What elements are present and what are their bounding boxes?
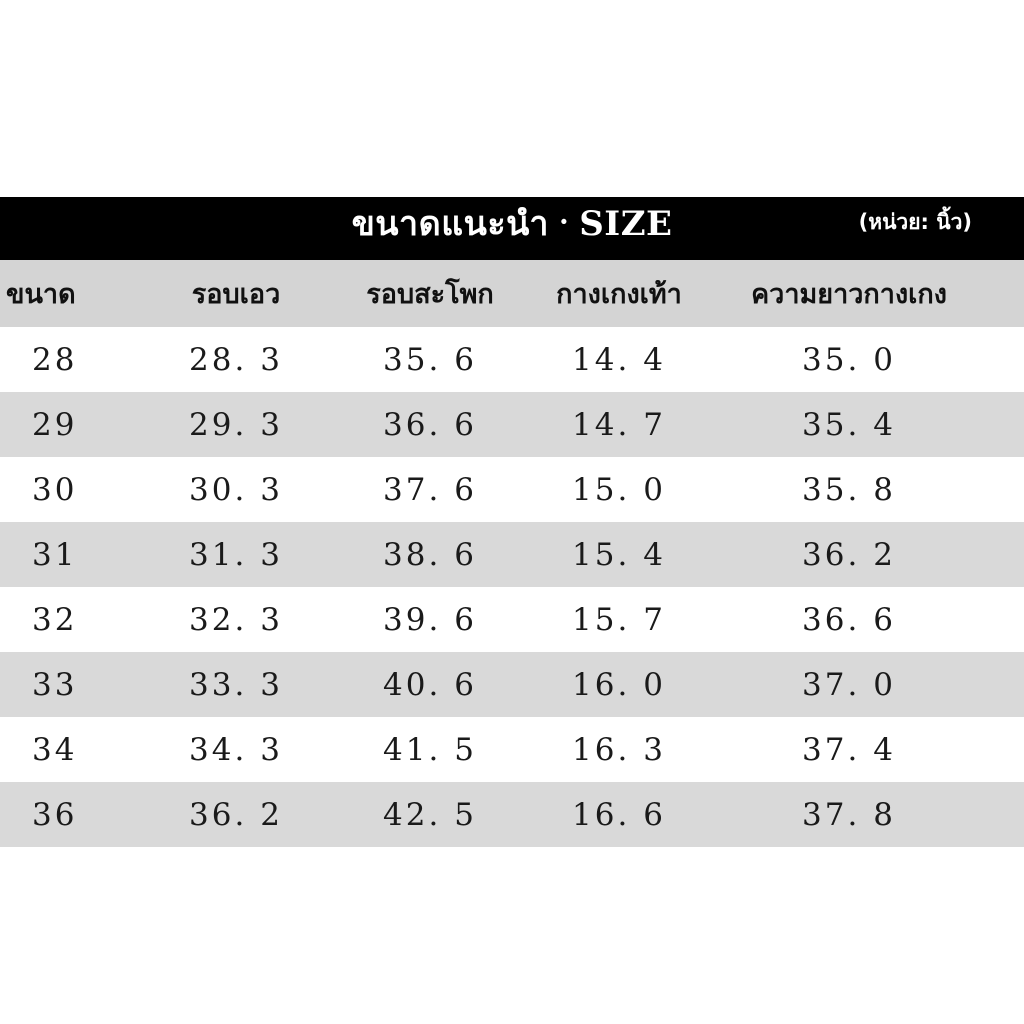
cell-hip: 35. 6 [383,341,477,378]
cell-hip: 39. 6 [383,601,477,638]
column-header-pants-length: ความยาวกางเกง [751,279,947,310]
table-row: 33 33. 3 40. 6 16. 0 37. 0 [0,652,1024,717]
unit-label: (หน่วย: นิ้ว) [858,210,972,234]
cell-size: 34 [32,731,78,768]
table-row: 30 30. 3 37. 6 15. 0 35. 8 [0,457,1024,522]
cell-size: 28 [32,341,78,378]
table-row: 28 28. 3 35. 6 14. 4 35. 0 [0,327,1024,392]
cell-waist: 31. 3 [189,536,283,573]
table-row: 29 29. 3 36. 6 14. 7 35. 4 [0,392,1024,457]
cell-leg-opening: 16. 3 [572,731,666,768]
cell-hip: 41. 5 [383,731,477,768]
cell-leg-opening: 15. 7 [572,601,666,638]
cell-size: 36 [32,796,78,833]
title-separator: · [558,205,570,238]
cell-leg-opening: 14. 4 [572,341,666,378]
chart-title: ขนาดแนะนำ · SIZE [0,197,1024,260]
cell-pants-length: 35. 4 [802,406,896,443]
cell-leg-opening: 15. 0 [572,471,666,508]
column-header-leg-opening: กางเกงเท้า [556,279,682,310]
cell-hip: 42. 5 [383,796,477,833]
cell-waist: 28. 3 [189,341,283,378]
cell-pants-length: 37. 8 [802,796,896,833]
table-row: 36 36. 2 42. 5 16. 6 37. 8 [0,782,1024,847]
cell-leg-opening: 15. 4 [572,536,666,573]
column-header-size: ขนาด [6,279,76,310]
cell-size: 29 [32,406,78,443]
column-header-waist: รอบเอว [191,279,281,310]
title-bar: ขนาดแนะนำ · SIZE (หน่วย: นิ้ว) [0,197,1024,260]
cell-waist: 29. 3 [189,406,283,443]
cell-waist: 34. 3 [189,731,283,768]
cell-leg-opening: 14. 7 [572,406,666,443]
cell-hip: 37. 6 [383,471,477,508]
cell-leg-opening: 16. 6 [572,796,666,833]
cell-size: 32 [32,601,78,638]
cell-leg-opening: 16. 0 [572,666,666,703]
size-chart: ขนาดแนะนำ · SIZE (หน่วย: นิ้ว) ขนาด รอบเอว… [0,197,1024,847]
cell-waist: 30. 3 [189,471,283,508]
table-row: 32 32. 3 39. 6 15. 7 36. 6 [0,587,1024,652]
table-row: 31 31. 3 38. 6 15. 4 36. 2 [0,522,1024,587]
table-row: 34 34. 3 41. 5 16. 3 37. 4 [0,717,1024,782]
cell-hip: 40. 6 [383,666,477,703]
cell-pants-length: 37. 0 [802,666,896,703]
cell-pants-length: 35. 0 [802,341,896,378]
cell-size: 31 [32,536,78,573]
table-header-row: ขนาด รอบเอว รอบสะโพก กางเกงเท้า ความยาวก… [0,260,1024,327]
column-header-hip: รอบสะโพก [366,279,494,310]
cell-size: 30 [32,471,78,508]
cell-waist: 32. 3 [189,601,283,638]
cell-pants-length: 37. 4 [802,731,896,768]
cell-waist: 33. 3 [189,666,283,703]
cell-hip: 38. 6 [383,536,477,573]
cell-pants-length: 35. 8 [802,471,896,508]
cell-pants-length: 36. 2 [802,536,896,573]
chart-title-size: SIZE [579,204,673,244]
cell-waist: 36. 2 [189,796,283,833]
cell-size: 33 [32,666,78,703]
cell-pants-length: 36. 6 [802,601,896,638]
cell-hip: 36. 6 [383,406,477,443]
chart-title-thai: ขนาดแนะนำ [351,204,549,244]
